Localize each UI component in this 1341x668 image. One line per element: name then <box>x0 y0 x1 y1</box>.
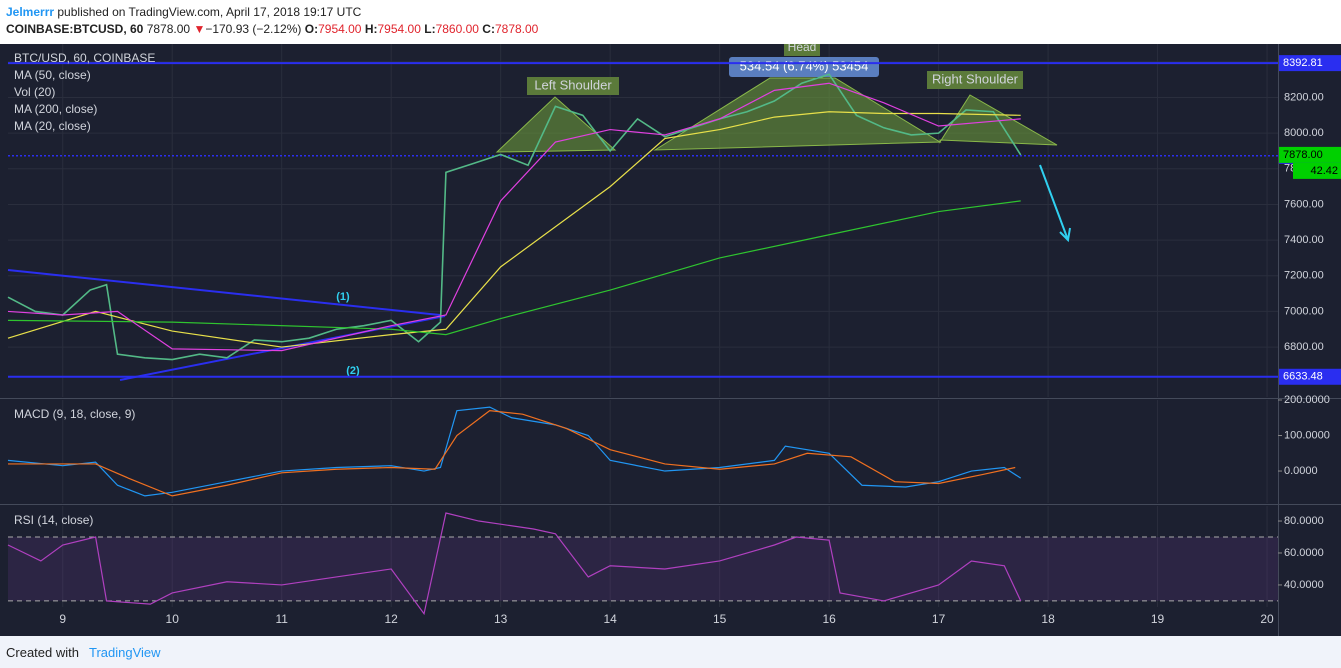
last: 7878.00 <box>146 22 191 36</box>
annotation: Head <box>788 44 817 54</box>
header: Jelmerrr published on TradingView.com, A… <box>0 0 1341 44</box>
y-tick-label: 0.0000 <box>1284 465 1318 477</box>
band-fill <box>8 537 1278 601</box>
legend-entry: MACD (9, 18, close, 9) <box>14 407 135 421</box>
trendline <box>7 269 441 316</box>
y-tick-label: 200.0000 <box>1284 394 1330 406</box>
level-label: 6633.48 <box>1283 371 1323 383</box>
head-shape <box>653 77 942 151</box>
series-line <box>7 406 1022 497</box>
arrow-head <box>1059 227 1071 243</box>
ohlc-value: 7878.00 <box>494 22 539 36</box>
legend-entry: Vol (20) <box>14 85 55 99</box>
grid <box>8 44 1278 607</box>
legend-entry: MA (200, close) <box>14 102 97 116</box>
last-price-box <box>1279 146 1341 163</box>
last-volume-box <box>1293 162 1341 179</box>
change: −170.93 (−2.12%) <box>205 22 302 36</box>
arrow <box>1039 164 1069 241</box>
x-tick-label: 13 <box>494 612 508 626</box>
brand[interactable]: TradingView <box>88 644 161 660</box>
y-tick-label: 60.0000 <box>1284 547 1324 559</box>
y-tick-label: 80.0000 <box>1284 515 1324 527</box>
publish-line: Jelmerrr published on TradingView.com, A… <box>6 4 1335 21</box>
series-line <box>7 512 1022 616</box>
ohlc-value: 7860.00 <box>435 22 479 36</box>
footer: Created with TradingView <box>0 636 1341 668</box>
left-shoulder-shape <box>495 96 617 153</box>
y-tick-label: 40.0000 <box>1284 579 1324 591</box>
x-tick-label: 17 <box>932 612 946 626</box>
x-tick-label: 12 <box>385 612 399 626</box>
series-line <box>7 111 1021 348</box>
label-box <box>527 77 619 95</box>
ohlc: O:7954.00 H:7954.00 L:7860.00 C:7878.00 <box>305 22 539 36</box>
series-line <box>7 82 1021 352</box>
last-volume-label: 42.42 <box>1310 165 1338 177</box>
measure-box <box>729 57 879 77</box>
x-tick-label: 11 <box>275 612 288 626</box>
x-tick-label: 14 <box>603 612 617 626</box>
symbol: COINBASE:BTCUSD, 60 <box>6 22 144 36</box>
annotation: (2) <box>346 365 360 377</box>
ohlc-value: 7954.00 <box>318 22 362 36</box>
level-label-box <box>1279 368 1341 385</box>
level-label: 8392.81 <box>1283 57 1323 69</box>
annotation: 534.54 (6.74%) 53454 <box>740 58 869 73</box>
x-tick-label: 16 <box>822 612 836 626</box>
quote-line: COINBASE:BTCUSD, 60 7878.00 ▼−170.93 (−2… <box>6 21 1335 38</box>
author[interactable]: Jelmerrr <box>6 5 55 19</box>
y-tick-label: 100.0000 <box>1284 429 1330 441</box>
legend-entry: MA (20, close) <box>14 119 91 133</box>
published: published on TradingView.com, April 17, … <box>54 5 362 19</box>
chart: Head 534.54 (6.74%) 53454 Left Shoulder … <box>0 44 1341 636</box>
x-tick-label: 18 <box>1041 612 1055 626</box>
trendline <box>119 315 446 381</box>
y-tick-label: 7000.00 <box>1284 305 1324 317</box>
ohlc-value: 7954.00 <box>377 22 421 36</box>
series-line <box>7 200 1021 336</box>
ohlc-label: L: <box>424 22 436 36</box>
x-tick-label: 20 <box>1260 612 1274 626</box>
ohlc-label: C: <box>482 22 495 36</box>
ohlc-label: H: <box>364 22 378 36</box>
created: Created with <box>6 644 79 660</box>
y-tick-label: 8200.00 <box>1284 91 1324 103</box>
ohlc-label: O: <box>304 22 319 36</box>
arrow: ▼ <box>193 22 206 36</box>
label-box <box>927 71 1023 89</box>
y-tick-label: 8000.00 <box>1284 127 1324 139</box>
x-tick-label: 19 <box>1151 612 1165 626</box>
legend-entry: RSI (14, close) <box>14 513 93 527</box>
series-line <box>8 410 1016 497</box>
legend-entry: BTC/USD, 60, COINBASE <box>14 51 155 65</box>
x-tick-label: 9 <box>59 612 66 626</box>
annotation: Left Shoulder <box>534 77 612 92</box>
last-price-label: 7878.00 <box>1283 149 1323 161</box>
legend-entry: MA (50, close) <box>14 68 91 82</box>
y-tick-label: 7400.00 <box>1284 234 1324 246</box>
level-label-box <box>1279 55 1341 72</box>
annotation: (1) <box>336 291 350 303</box>
x-tick-label: 15 <box>713 612 727 626</box>
y-tick-label: 6800.00 <box>1284 341 1324 353</box>
label-box <box>784 44 820 56</box>
series-line <box>7 73 1022 361</box>
x-tick-label: 10 <box>166 612 180 626</box>
y-tick-label: 7200.00 <box>1284 270 1324 282</box>
y-tick-label: 7600.00 <box>1284 198 1324 210</box>
annotation: Right Shoulder <box>932 71 1019 86</box>
